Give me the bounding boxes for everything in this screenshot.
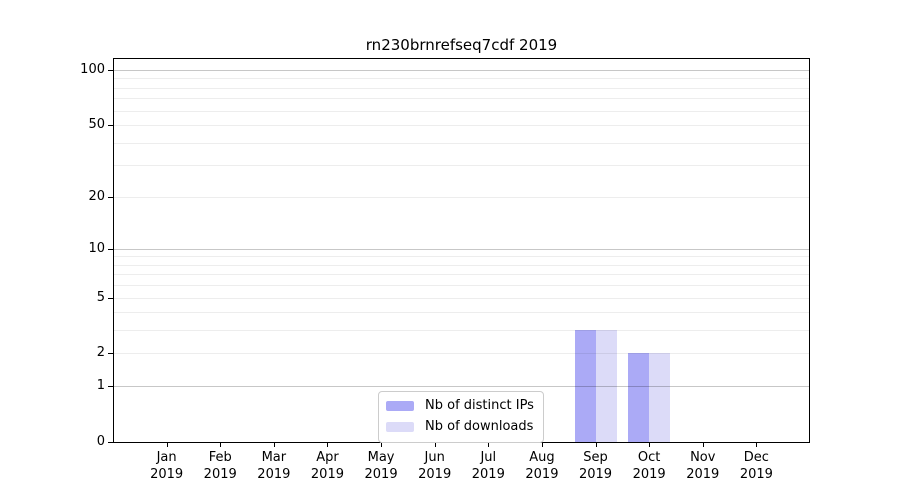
x-tick-label-year: 2019 <box>257 467 291 482</box>
y-gridline-minor <box>113 330 810 332</box>
x-tick-label: Jun 2019 <box>405 449 465 483</box>
x-tick-label: Apr 2019 <box>297 449 357 483</box>
y-tick-label: 100 <box>80 62 105 77</box>
y-gridline-minor <box>113 196 810 198</box>
x-tick-label-year: 2019 <box>203 467 237 482</box>
x-tick-label-month: Jan <box>156 450 177 465</box>
y-gridline-minor <box>113 274 810 276</box>
x-tick-label-year: 2019 <box>418 467 452 482</box>
x-tick-label-month: Jun <box>424 450 445 465</box>
y-gridline-minor <box>113 312 810 314</box>
x-tick <box>702 443 704 447</box>
y-tick <box>108 125 113 127</box>
x-tick <box>541 443 543 447</box>
legend-label-distinct-ips: Nb of distinct IPs <box>425 398 534 413</box>
x-tick <box>756 443 758 447</box>
x-tick-label-month: Nov <box>690 450 716 465</box>
bar-downloads-oct <box>649 353 671 442</box>
bar-distinct-ips-sep <box>574 330 596 442</box>
x-tick-label-year: 2019 <box>310 467 344 482</box>
legend-label-downloads: Nb of downloads <box>425 419 534 434</box>
y-tick-label: 1 <box>96 378 105 394</box>
y-gridline-minor <box>113 78 810 80</box>
x-tick <box>488 443 490 447</box>
x-tick-label: Jan 2019 <box>137 449 197 483</box>
x-tick-label-month: Aug <box>529 450 555 465</box>
legend-entry-distinct-ips: Nb of distinct IPs <box>386 397 534 415</box>
bar-downloads-sep <box>595 330 617 442</box>
x-tick <box>327 443 329 447</box>
x-tick-label-month: May <box>367 450 395 465</box>
x-tick-label-month: Mar <box>261 450 287 465</box>
y-gridline-minor <box>113 142 810 144</box>
x-tick-label-year: 2019 <box>525 467 559 482</box>
y-gridline-minor <box>113 87 810 89</box>
x-tick-label-month: Feb <box>208 450 232 465</box>
x-tick-label-month: Jul <box>480 450 497 465</box>
y-tick-label: 10 <box>88 240 105 256</box>
x-tick <box>273 443 275 447</box>
x-tick-label-month: Sep <box>583 450 608 465</box>
x-tick-label-month: Apr <box>316 450 339 465</box>
x-tick-label: Jul 2019 <box>458 449 518 483</box>
x-tick <box>649 443 651 447</box>
x-tick-label: Sep 2019 <box>566 449 626 483</box>
y-tick-label: 2 <box>96 345 105 361</box>
y-tick <box>108 297 113 299</box>
y-gridline-minor <box>113 110 810 112</box>
y-gridline-minor <box>113 125 810 127</box>
y-tick <box>108 442 113 443</box>
chart-title: rn230brnrefseq7cdf 2019 <box>365 36 558 54</box>
bar-distinct-ips-oct <box>628 353 650 442</box>
x-tick-label: Feb 2019 <box>190 449 250 483</box>
y-tick <box>108 353 113 355</box>
y-tick <box>108 386 113 388</box>
y-gridline-major <box>113 70 810 71</box>
x-tick-label: Dec 2019 <box>726 449 786 483</box>
x-tick-label: Aug 2019 <box>512 449 572 483</box>
x-tick-label-year: 2019 <box>739 467 773 482</box>
x-tick-label-year: 2019 <box>686 467 720 482</box>
legend-entry-downloads: Nb of downloads <box>386 418 534 436</box>
legend-swatch-distinct-ips-icon <box>386 401 414 411</box>
x-tick-label: Nov 2019 <box>673 449 733 483</box>
x-tick-label-month: Oct <box>637 450 661 465</box>
x-tick <box>166 443 168 447</box>
x-tick <box>434 443 436 447</box>
y-tick-label: 20 <box>88 188 105 204</box>
x-tick-label-month: Dec <box>743 450 769 465</box>
y-gridline-minor <box>113 285 810 287</box>
y-gridline-minor <box>113 264 810 266</box>
y-tick-label: 5 <box>96 289 105 305</box>
y-tick <box>108 248 113 250</box>
y-tick <box>108 196 113 198</box>
x-tick-label: Oct 2019 <box>619 449 679 483</box>
y-tick <box>108 70 113 71</box>
y-gridline-minor <box>113 98 810 100</box>
y-gridline-major <box>113 248 810 250</box>
y-tick-label: 50 <box>88 117 105 133</box>
x-tick <box>220 443 222 447</box>
x-tick-label: May 2019 <box>351 449 411 483</box>
y-gridline-minor <box>113 165 810 167</box>
legend: Nb of distinct IPs Nb of downloads <box>378 391 544 443</box>
y-gridline-minor <box>113 297 810 299</box>
y-gridline-minor <box>113 256 810 258</box>
x-tick-label-year: 2019 <box>578 467 613 482</box>
y-gridline-major <box>113 386 810 388</box>
x-tick-label-year: 2019 <box>632 467 666 482</box>
y-gridline-minor <box>113 353 810 355</box>
x-tick-label-year: 2019 <box>150 467 184 482</box>
y-tick-label: 0 <box>96 434 105 449</box>
x-tick-label-year: 2019 <box>471 467 505 482</box>
x-tick-label-year: 2019 <box>364 467 398 482</box>
x-tick-label: Mar 2019 <box>244 449 304 483</box>
x-tick <box>381 443 383 447</box>
x-tick <box>595 443 597 447</box>
legend-swatch-downloads-icon <box>386 422 414 432</box>
